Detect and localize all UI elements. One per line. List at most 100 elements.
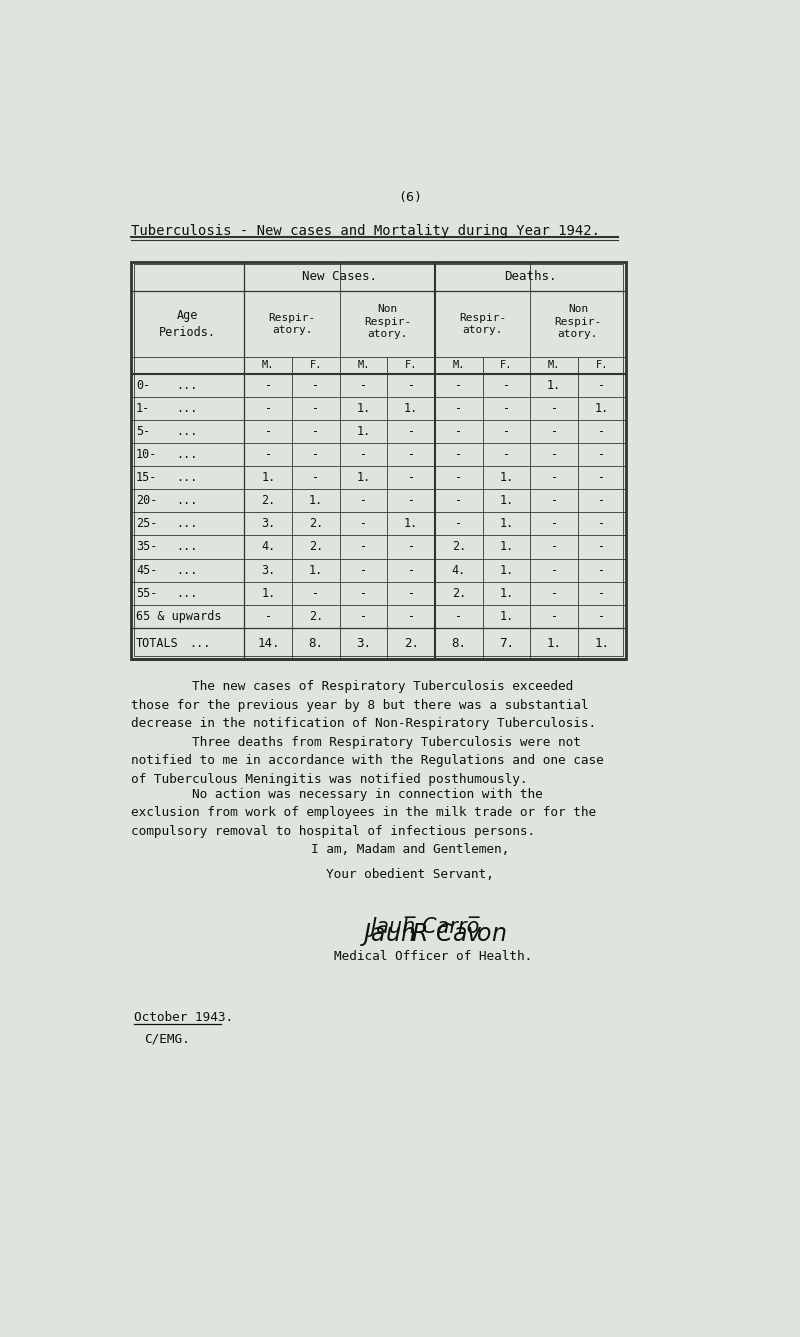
- Text: Age
Periods.: Age Periods.: [159, 309, 216, 340]
- Text: 14.: 14.: [257, 636, 279, 650]
- Text: 1.: 1.: [357, 425, 370, 439]
- Text: -: -: [265, 448, 272, 461]
- Text: -: -: [265, 425, 272, 439]
- Text: -: -: [550, 517, 558, 531]
- Text: -: -: [360, 587, 367, 600]
- Text: 2.: 2.: [309, 517, 323, 531]
- Text: 2.: 2.: [452, 587, 466, 600]
- Text: ...: ...: [176, 495, 198, 507]
- Text: -: -: [408, 471, 414, 484]
- Text: 4.: 4.: [452, 564, 466, 576]
- Text: 1.: 1.: [357, 402, 370, 414]
- Text: -: -: [550, 402, 558, 414]
- Text: -: -: [455, 471, 462, 484]
- Text: -: -: [455, 378, 462, 392]
- Text: TOTALS: TOTALS: [136, 636, 178, 650]
- Text: 1.: 1.: [499, 495, 514, 507]
- Text: New Cases.: New Cases.: [302, 270, 378, 283]
- Text: -: -: [312, 378, 319, 392]
- Text: 1.: 1.: [499, 471, 514, 484]
- Text: -: -: [598, 448, 606, 461]
- Text: 5-: 5-: [136, 425, 150, 439]
- Text: 1.: 1.: [499, 564, 514, 576]
- Text: 1.: 1.: [594, 636, 610, 650]
- Text: 1.: 1.: [546, 636, 562, 650]
- Text: F.: F.: [405, 360, 418, 370]
- Text: ...: ...: [176, 378, 198, 392]
- Text: 4.: 4.: [261, 540, 275, 554]
- Text: -: -: [598, 425, 606, 439]
- Text: 2.: 2.: [309, 540, 323, 554]
- Text: 25-: 25-: [136, 517, 158, 531]
- Text: -: -: [503, 425, 510, 439]
- Text: Jauh̅ Carro̅: Jauh̅ Carro̅: [370, 917, 480, 937]
- Text: I am, Madam and Gentlemen,: I am, Madam and Gentlemen,: [311, 844, 509, 857]
- Text: 1.: 1.: [499, 587, 514, 600]
- Text: -: -: [265, 610, 272, 623]
- Text: Non
Respir-
atory.: Non Respir- atory.: [554, 305, 602, 340]
- Text: 1.: 1.: [499, 540, 514, 554]
- Text: 1.: 1.: [261, 587, 275, 600]
- Text: -: -: [550, 448, 558, 461]
- Text: -: -: [503, 448, 510, 461]
- Text: 1.: 1.: [594, 402, 609, 414]
- Text: 15-: 15-: [136, 471, 158, 484]
- Text: -: -: [598, 471, 606, 484]
- Text: -: -: [455, 402, 462, 414]
- Text: 1.: 1.: [309, 495, 323, 507]
- Text: -: -: [360, 610, 367, 623]
- Text: -: -: [550, 587, 558, 600]
- Text: 1.: 1.: [499, 610, 514, 623]
- Text: 10-: 10-: [136, 448, 158, 461]
- Text: No action was necessary in connection with the
exclusion from work of employees : No action was necessary in connection wi…: [131, 787, 596, 838]
- Text: Tuberculosis - New cases and Mortality during Year 1942.: Tuberculosis - New cases and Mortality d…: [131, 223, 600, 238]
- Text: October 1943.: October 1943.: [134, 1011, 234, 1024]
- Text: -: -: [265, 402, 272, 414]
- Text: F.: F.: [500, 360, 513, 370]
- Text: F.: F.: [310, 360, 322, 370]
- Text: M.: M.: [453, 360, 465, 370]
- Text: -: -: [408, 540, 414, 554]
- Text: 8.: 8.: [309, 636, 323, 650]
- Text: -: -: [408, 425, 414, 439]
- Text: -: -: [455, 495, 462, 507]
- Text: Your obedient Servant,: Your obedient Servant,: [326, 868, 494, 881]
- Text: 3.: 3.: [261, 517, 275, 531]
- Text: -: -: [360, 378, 367, 392]
- Text: -: -: [360, 517, 367, 531]
- Text: 1.: 1.: [309, 564, 323, 576]
- Text: (6): (6): [398, 191, 422, 205]
- Text: -: -: [312, 448, 319, 461]
- Text: Three deaths from Respiratory Tuberculosis were not
notified to me in accordance: Three deaths from Respiratory Tuberculos…: [131, 735, 604, 786]
- Text: -: -: [598, 564, 606, 576]
- Text: $\mathit{Jauh\!R\ Cav\!on}$: $\mathit{Jauh\!R\ Cav\!on}$: [360, 920, 506, 948]
- Text: M.: M.: [548, 360, 560, 370]
- Text: 35-: 35-: [136, 540, 158, 554]
- Text: -: -: [455, 610, 462, 623]
- Text: ...: ...: [176, 471, 198, 484]
- Text: Respir-
atory.: Respir- atory.: [269, 313, 316, 336]
- Text: -: -: [503, 402, 510, 414]
- Text: 1.: 1.: [261, 471, 275, 484]
- Text: -: -: [550, 564, 558, 576]
- Text: 1.: 1.: [404, 402, 418, 414]
- Text: -: -: [550, 425, 558, 439]
- Text: -: -: [360, 448, 367, 461]
- Text: M.: M.: [358, 360, 370, 370]
- Text: ...: ...: [176, 517, 198, 531]
- Text: ...: ...: [176, 402, 198, 414]
- Text: 1.: 1.: [357, 471, 370, 484]
- Text: 3.: 3.: [261, 564, 275, 576]
- Text: Medical Officer of Health.: Medical Officer of Health.: [334, 949, 532, 963]
- Text: 0-: 0-: [136, 378, 150, 392]
- Text: 1.: 1.: [404, 517, 418, 531]
- Text: -: -: [312, 402, 319, 414]
- Text: -: -: [312, 425, 319, 439]
- Text: -: -: [408, 610, 414, 623]
- Text: Non
Respir-
atory.: Non Respir- atory.: [364, 305, 411, 340]
- Text: 2.: 2.: [309, 610, 323, 623]
- Text: 8.: 8.: [451, 636, 466, 650]
- Text: -: -: [360, 564, 367, 576]
- Text: -: -: [598, 517, 606, 531]
- Text: Respir-
atory.: Respir- atory.: [459, 313, 506, 336]
